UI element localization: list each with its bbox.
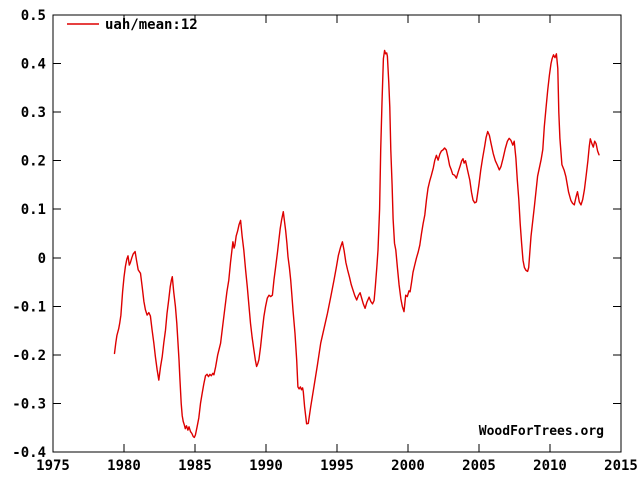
legend-label: uah/mean:12 (105, 17, 198, 33)
x-tick-label: 2000 (391, 458, 425, 474)
x-tick-label: 1985 (178, 458, 212, 474)
y-axis-tick-labels: 0.5 0.4 0.3 0.2 0.1 0 -0.1 -0.2 -0.3 -0.4 (12, 8, 46, 461)
x-tick-label: 1995 (320, 458, 354, 474)
x-tick-label: 2010 (533, 458, 567, 474)
y-tick-label: 0.4 (21, 57, 46, 73)
series-line-uah-mean-12 (113, 49, 600, 439)
plot-border (52, 14, 622, 453)
y-tick-label: -0.1 (12, 299, 46, 315)
y-tick-label: 0.2 (21, 154, 46, 170)
watermark: WoodForTrees.org (479, 424, 604, 439)
y-tick-label: 0.5 (21, 8, 46, 24)
y-tick-label: -0.4 (12, 445, 46, 461)
x-tick-label: 2015 (604, 458, 638, 474)
y-tick-label: 0.1 (21, 202, 46, 218)
axis-ticks (52, 14, 622, 453)
legend: uah/mean:12 (67, 17, 198, 33)
y-tick-label: 0 (38, 251, 46, 267)
x-axis-tick-labels: 1975 1980 1985 1990 1995 2000 2005 2010 2015 (36, 458, 638, 474)
x-tick-label: 1990 (249, 458, 283, 474)
x-tick-label: 2005 (462, 458, 496, 474)
y-tick-label: 0.3 (21, 105, 46, 121)
x-tick-label: 1980 (107, 458, 141, 474)
x-tick-label: 1975 (36, 458, 70, 474)
data-series-group (113, 49, 600, 439)
y-tick-label: -0.3 (12, 396, 46, 412)
y-tick-label: -0.2 (12, 348, 46, 364)
